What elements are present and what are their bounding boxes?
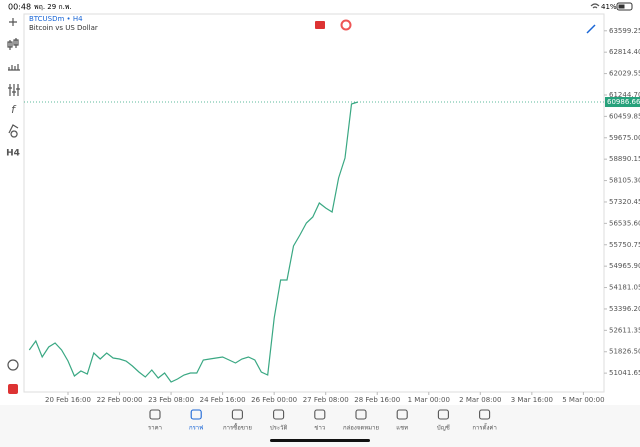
volume-tool[interactable] [8, 64, 20, 71]
crosshair-tool[interactable] [9, 18, 17, 26]
nav-item[interactable]: แชท [396, 409, 408, 432]
timeframe-button[interactable]: H4 [6, 149, 20, 159]
one-click-tool[interactable] [7, 359, 19, 371]
draw-line-tool[interactable] [586, 24, 596, 34]
y-tick-label: 63599.25 [609, 27, 640, 35]
current-price-label: 60986.66 [607, 98, 640, 106]
y-tick-label: 59675.00 [609, 134, 640, 142]
y-tick-label: 61244.70 [609, 91, 640, 99]
x-tick-label: 26 Feb 00:00 [251, 396, 297, 404]
nav-item[interactable]: การตั้งค่า [472, 409, 497, 432]
price-line [28, 101, 359, 383]
function-tool[interactable]: f [11, 103, 17, 116]
nav-icon [479, 409, 491, 420]
nav-item[interactable]: ข่าว [314, 409, 326, 432]
nav-item[interactable]: กล่องจดหมาย [343, 409, 379, 432]
nav-icon [149, 409, 161, 420]
status-bar [0, 0, 640, 14]
nav-icon [273, 409, 285, 420]
nav-icon [314, 409, 326, 420]
status-date: พฤ. 29 ก.พ. [34, 3, 72, 11]
x-tick-label: 5 Mar 00:00 [562, 396, 604, 404]
current-price-box [605, 97, 640, 108]
x-tick-label: 20 Feb 16:00 [45, 396, 91, 404]
x-tick-label: 3 Mar 16:00 [511, 396, 553, 404]
x-tick-label: 1 Mar 00:00 [408, 396, 450, 404]
y-tick-label: 58890.15 [609, 155, 640, 163]
y-tick-label: 58105.30 [609, 177, 640, 185]
plot [28, 101, 359, 383]
y-tick-label: 53396.20 [609, 305, 640, 313]
battery-icon [616, 2, 633, 11]
nav-item[interactable]: ราคา [148, 409, 162, 432]
symbol-description: Bitcoin vs US Dollar [29, 24, 98, 32]
x-tick-label: 22 Feb 00:00 [97, 396, 143, 404]
alert-tool[interactable] [8, 384, 18, 394]
nav-label: แชท [396, 425, 408, 432]
battery-level [618, 4, 625, 9]
nav-icon [396, 409, 408, 420]
nav-icon [355, 409, 367, 420]
y-tick-label: 55750.75 [609, 241, 640, 249]
x-tick-label: 27 Feb 08:00 [303, 396, 349, 404]
wifi-icon [590, 3, 600, 9]
x-tick-label: 28 Feb 16:00 [354, 396, 400, 404]
nav-label: การตั้งค่า [472, 422, 496, 432]
y-tick-label: 56535.60 [609, 219, 640, 227]
y-tick-label: 54965.90 [609, 262, 640, 270]
status-time: 00:48 [8, 3, 31, 12]
y-tick-label: 51826.50 [609, 348, 640, 356]
nav-item[interactable]: ประวัติ [270, 409, 288, 432]
y-tick-label: 52611.35 [609, 326, 640, 334]
home-indicator [270, 439, 370, 442]
status-battery: 41% [601, 3, 617, 11]
y-tick-label: 62814.40 [609, 48, 640, 56]
x-tick-label: 2 Mar 08:00 [459, 396, 501, 404]
nav-item[interactable]: กราฟ [189, 409, 203, 432]
indicator-tool[interactable] [8, 84, 20, 96]
y-tick-label: 62029.55 [609, 70, 640, 78]
nav-label: บัญชี [437, 424, 450, 432]
nav-label: การซื้อขาย [223, 422, 252, 432]
left-toolbar: f H4 [6, 18, 20, 394]
symbol-label[interactable]: BTCUSDm • H4 [29, 15, 83, 23]
y-tick-label: 54181.05 [609, 284, 640, 292]
nav-label: กราฟ [189, 425, 203, 432]
nav-label: ราคา [148, 425, 162, 432]
trade-button[interactable] [340, 19, 352, 31]
sell-button[interactable] [315, 21, 325, 29]
nav-label: ข่าว [314, 425, 325, 432]
nav-icon [231, 409, 243, 420]
x-tick-label: 23 Feb 08:00 [148, 396, 194, 404]
y-tick-label: 51041.65 [609, 369, 640, 377]
nav-item[interactable]: การซื้อขาย [223, 409, 252, 432]
nav-icon [190, 409, 202, 420]
plot-frame [23, 13, 605, 393]
nav-item[interactable]: บัญชี [437, 409, 450, 432]
y-tick-label: 57320.45 [609, 198, 640, 206]
y-tick-label: 60459.85 [609, 112, 640, 120]
nav-icon [437, 409, 449, 420]
nav-label: ประวัติ [270, 425, 288, 432]
chart-type-tool[interactable] [7, 38, 19, 50]
object-tool[interactable] [8, 124, 19, 138]
nav-label: กล่องจดหมาย [343, 425, 379, 432]
x-tick-label: 24 Feb 16:00 [200, 396, 246, 404]
